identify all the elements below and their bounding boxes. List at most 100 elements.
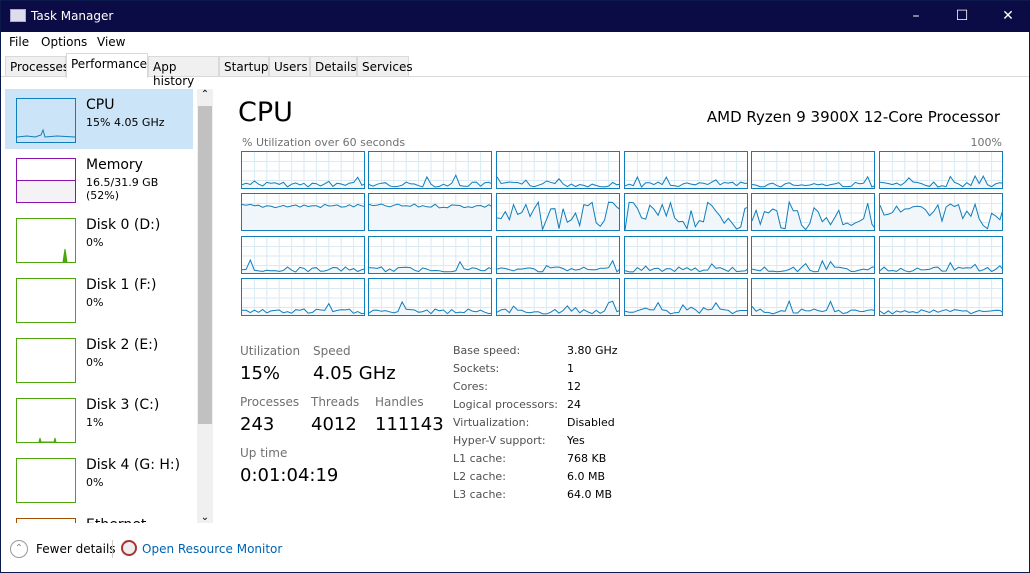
thumbnail-graph	[16, 158, 76, 203]
logical-processor-graph	[751, 151, 875, 189]
sidebar-item-disk-0-d[interactable]: Disk 0 (D:) 0%	[5, 209, 193, 269]
task-manager-icon	[10, 9, 26, 22]
threads-value: 4012	[311, 414, 357, 435]
tab-bar: Processes Performance App history Startu…	[1, 53, 1029, 88]
tab-processes[interactable]: Processes	[5, 56, 69, 77]
fewer-details-button[interactable]: Fewer details	[36, 542, 116, 556]
scroll-up-icon[interactable]: ⌃	[200, 89, 210, 100]
sidebar-item-disk-1-f[interactable]: Disk 1 (F:) 0%	[5, 269, 193, 329]
spec-label: L2 cache:	[453, 470, 506, 483]
thumbnail-graph	[16, 218, 76, 263]
open-resource-monitor-link[interactable]: Open Resource Monitor	[142, 542, 283, 556]
resource-list: CPU 15% 4.05 GHz Memory 16.5/31.9 GB (52…	[5, 89, 197, 523]
spec-value: 6.0 MB	[567, 470, 606, 483]
sidebar-item-cpu[interactable]: CPU 15% 4.05 GHz	[5, 89, 193, 149]
spec-value: 768 KB	[567, 452, 607, 465]
scrollbar-thumb[interactable]	[198, 106, 212, 424]
resource-monitor-icon	[121, 540, 137, 556]
menu-options[interactable]: Options	[41, 35, 88, 49]
logical-processor-graph	[368, 193, 492, 231]
logical-processor-graph	[241, 193, 365, 231]
logical-processor-graph	[496, 151, 620, 189]
utilization-label: Utilization	[240, 344, 301, 358]
divider	[112, 540, 113, 558]
minimize-button[interactable]: –	[912, 8, 920, 24]
logical-processor-graph	[241, 278, 365, 316]
graph-max-label: 100%	[970, 136, 1002, 149]
logical-processor-graph	[751, 236, 875, 274]
spec-value: 24	[567, 398, 581, 411]
sidebar-item-name: Ethernet	[86, 517, 146, 523]
spec-label: L3 cache:	[453, 488, 506, 501]
handles-value: 111143	[375, 414, 444, 435]
sidebar-item-name: Memory	[86, 157, 143, 173]
logical-processor-graph	[624, 151, 748, 189]
logical-processor-graph	[624, 278, 748, 316]
spec-label: Virtualization:	[453, 416, 530, 429]
logical-processor-graph	[496, 278, 620, 316]
thumbnail-graph	[16, 338, 76, 383]
spec-label: Base speed:	[453, 344, 521, 357]
tab-startup[interactable]: Startup	[219, 56, 269, 77]
sidebar-item-name: Disk 3 (C:)	[86, 397, 160, 413]
utilization-value: 15%	[240, 363, 281, 384]
logical-processor-graph	[751, 278, 875, 316]
tab-app-history[interactable]: App history	[148, 56, 219, 88]
menu-file[interactable]: File	[9, 35, 30, 49]
thumbnail-graph	[16, 278, 76, 323]
page-title: CPU	[238, 97, 293, 128]
spec-value: 3.80 GHz	[567, 344, 618, 357]
thumbnail-graph	[16, 518, 76, 523]
sidebar-item-value: 16.5/31.9 GB (52%)	[86, 176, 159, 202]
logical-processor-graph	[624, 236, 748, 274]
tab-performance[interactable]: Performance	[66, 53, 148, 78]
threads-label: Threads	[311, 395, 360, 409]
logical-processor-graph	[368, 236, 492, 274]
sidebar-item-name: Disk 2 (E:)	[86, 337, 159, 353]
tab-users[interactable]: Users	[269, 56, 310, 77]
close-button[interactable]: ✕	[1002, 8, 1014, 24]
sidebar-item-disk-2-e[interactable]: Disk 2 (E:) 0%	[5, 329, 193, 389]
tab-services[interactable]: Services	[357, 56, 413, 77]
tab-details[interactable]: Details	[310, 56, 357, 77]
sidebar-item-name: Disk 4 (G: H:)	[86, 457, 181, 473]
spec-value: Disabled	[567, 416, 615, 429]
logical-processor-graph	[879, 151, 1003, 189]
sidebar-item-disk-4-g-h[interactable]: Disk 4 (G: H:) 0%	[5, 449, 193, 509]
maximize-button[interactable]: ☐	[955, 8, 969, 24]
logical-processor-graph	[241, 236, 365, 274]
spec-label: Logical processors:	[453, 398, 559, 411]
spec-label: Cores:	[453, 380, 488, 393]
chevron-up-icon[interactable]: ⌃	[10, 540, 28, 558]
thumbnail-graph	[16, 398, 76, 443]
sidebar-item-name: CPU	[86, 97, 115, 113]
sidebar-item-ethernet[interactable]: Ethernet	[5, 509, 193, 523]
sidebar-item-value: 15% 4.05 GHz	[86, 116, 165, 129]
speed-value: 4.05 GHz	[313, 363, 396, 384]
footer: ⌃ Fewer details Open Resource Monitor	[1, 538, 1029, 562]
logical-processor-graph	[751, 193, 875, 231]
processor-name: AMD Ryzen 9 3900X 12-Core Processor	[706, 108, 1000, 126]
spec-value: 12	[567, 380, 581, 393]
sidebar-item-disk-3-c[interactable]: Disk 3 (C:) 1%	[5, 389, 193, 449]
spec-label: Sockets:	[453, 362, 500, 375]
processes-value: 243	[240, 414, 275, 435]
title-bar: Task Manager – ☐ ✕	[1, 1, 1030, 32]
sidebar-item-memory[interactable]: Memory 16.5/31.9 GB (52%)	[5, 149, 193, 209]
sidebar-scrollbar[interactable]: ⌃ ⌄	[197, 89, 213, 523]
logical-processor-graph	[624, 193, 748, 231]
spec-label: L1 cache:	[453, 452, 506, 465]
processes-label: Processes	[240, 395, 300, 409]
logical-processor-graph	[496, 236, 620, 274]
logical-processor-graph	[368, 278, 492, 316]
spec-value: 1	[567, 362, 574, 375]
logical-processor-graph	[879, 236, 1003, 274]
scroll-down-icon[interactable]: ⌄	[200, 512, 210, 523]
menu-view[interactable]: View	[97, 35, 126, 49]
sidebar-item-value: 0%	[86, 356, 104, 369]
thumbnail-graph	[16, 98, 76, 143]
spec-value: 64.0 MB	[567, 488, 613, 501]
logical-processor-graph	[241, 151, 365, 189]
logical-processor-graph	[879, 278, 1003, 316]
